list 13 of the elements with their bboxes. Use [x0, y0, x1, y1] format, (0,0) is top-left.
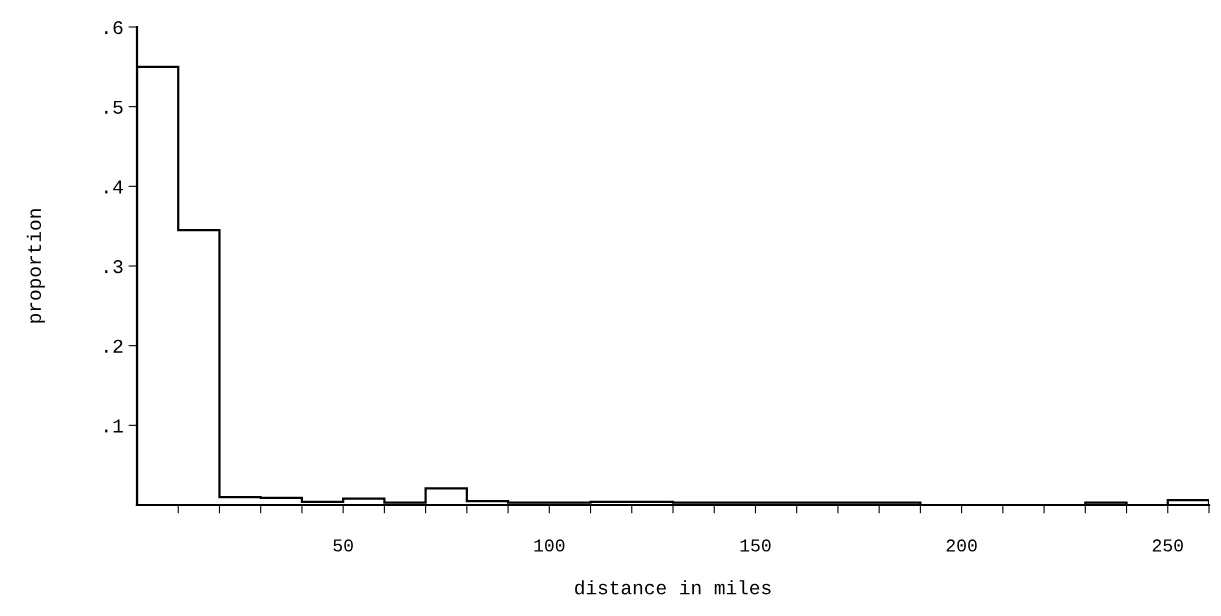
x-tick-label: 250: [1152, 539, 1183, 552]
y-axis-title: proportion: [26, 209, 45, 323]
x-tick-label: 50: [333, 539, 353, 552]
x-tick-label: 100: [534, 539, 565, 552]
y-tick-label: .4: [105, 180, 123, 194]
y-tick-label: .5: [105, 100, 123, 114]
x-axis-title: distance in miles: [575, 580, 771, 595]
y-tick-label: .2: [105, 339, 123, 353]
y-tick-label: .1: [105, 419, 123, 433]
y-tick-label: .6: [105, 21, 123, 35]
x-tick-label: 200: [946, 539, 977, 552]
x-tick-label: 150: [740, 539, 771, 552]
y-tick-label: .3: [105, 260, 123, 274]
